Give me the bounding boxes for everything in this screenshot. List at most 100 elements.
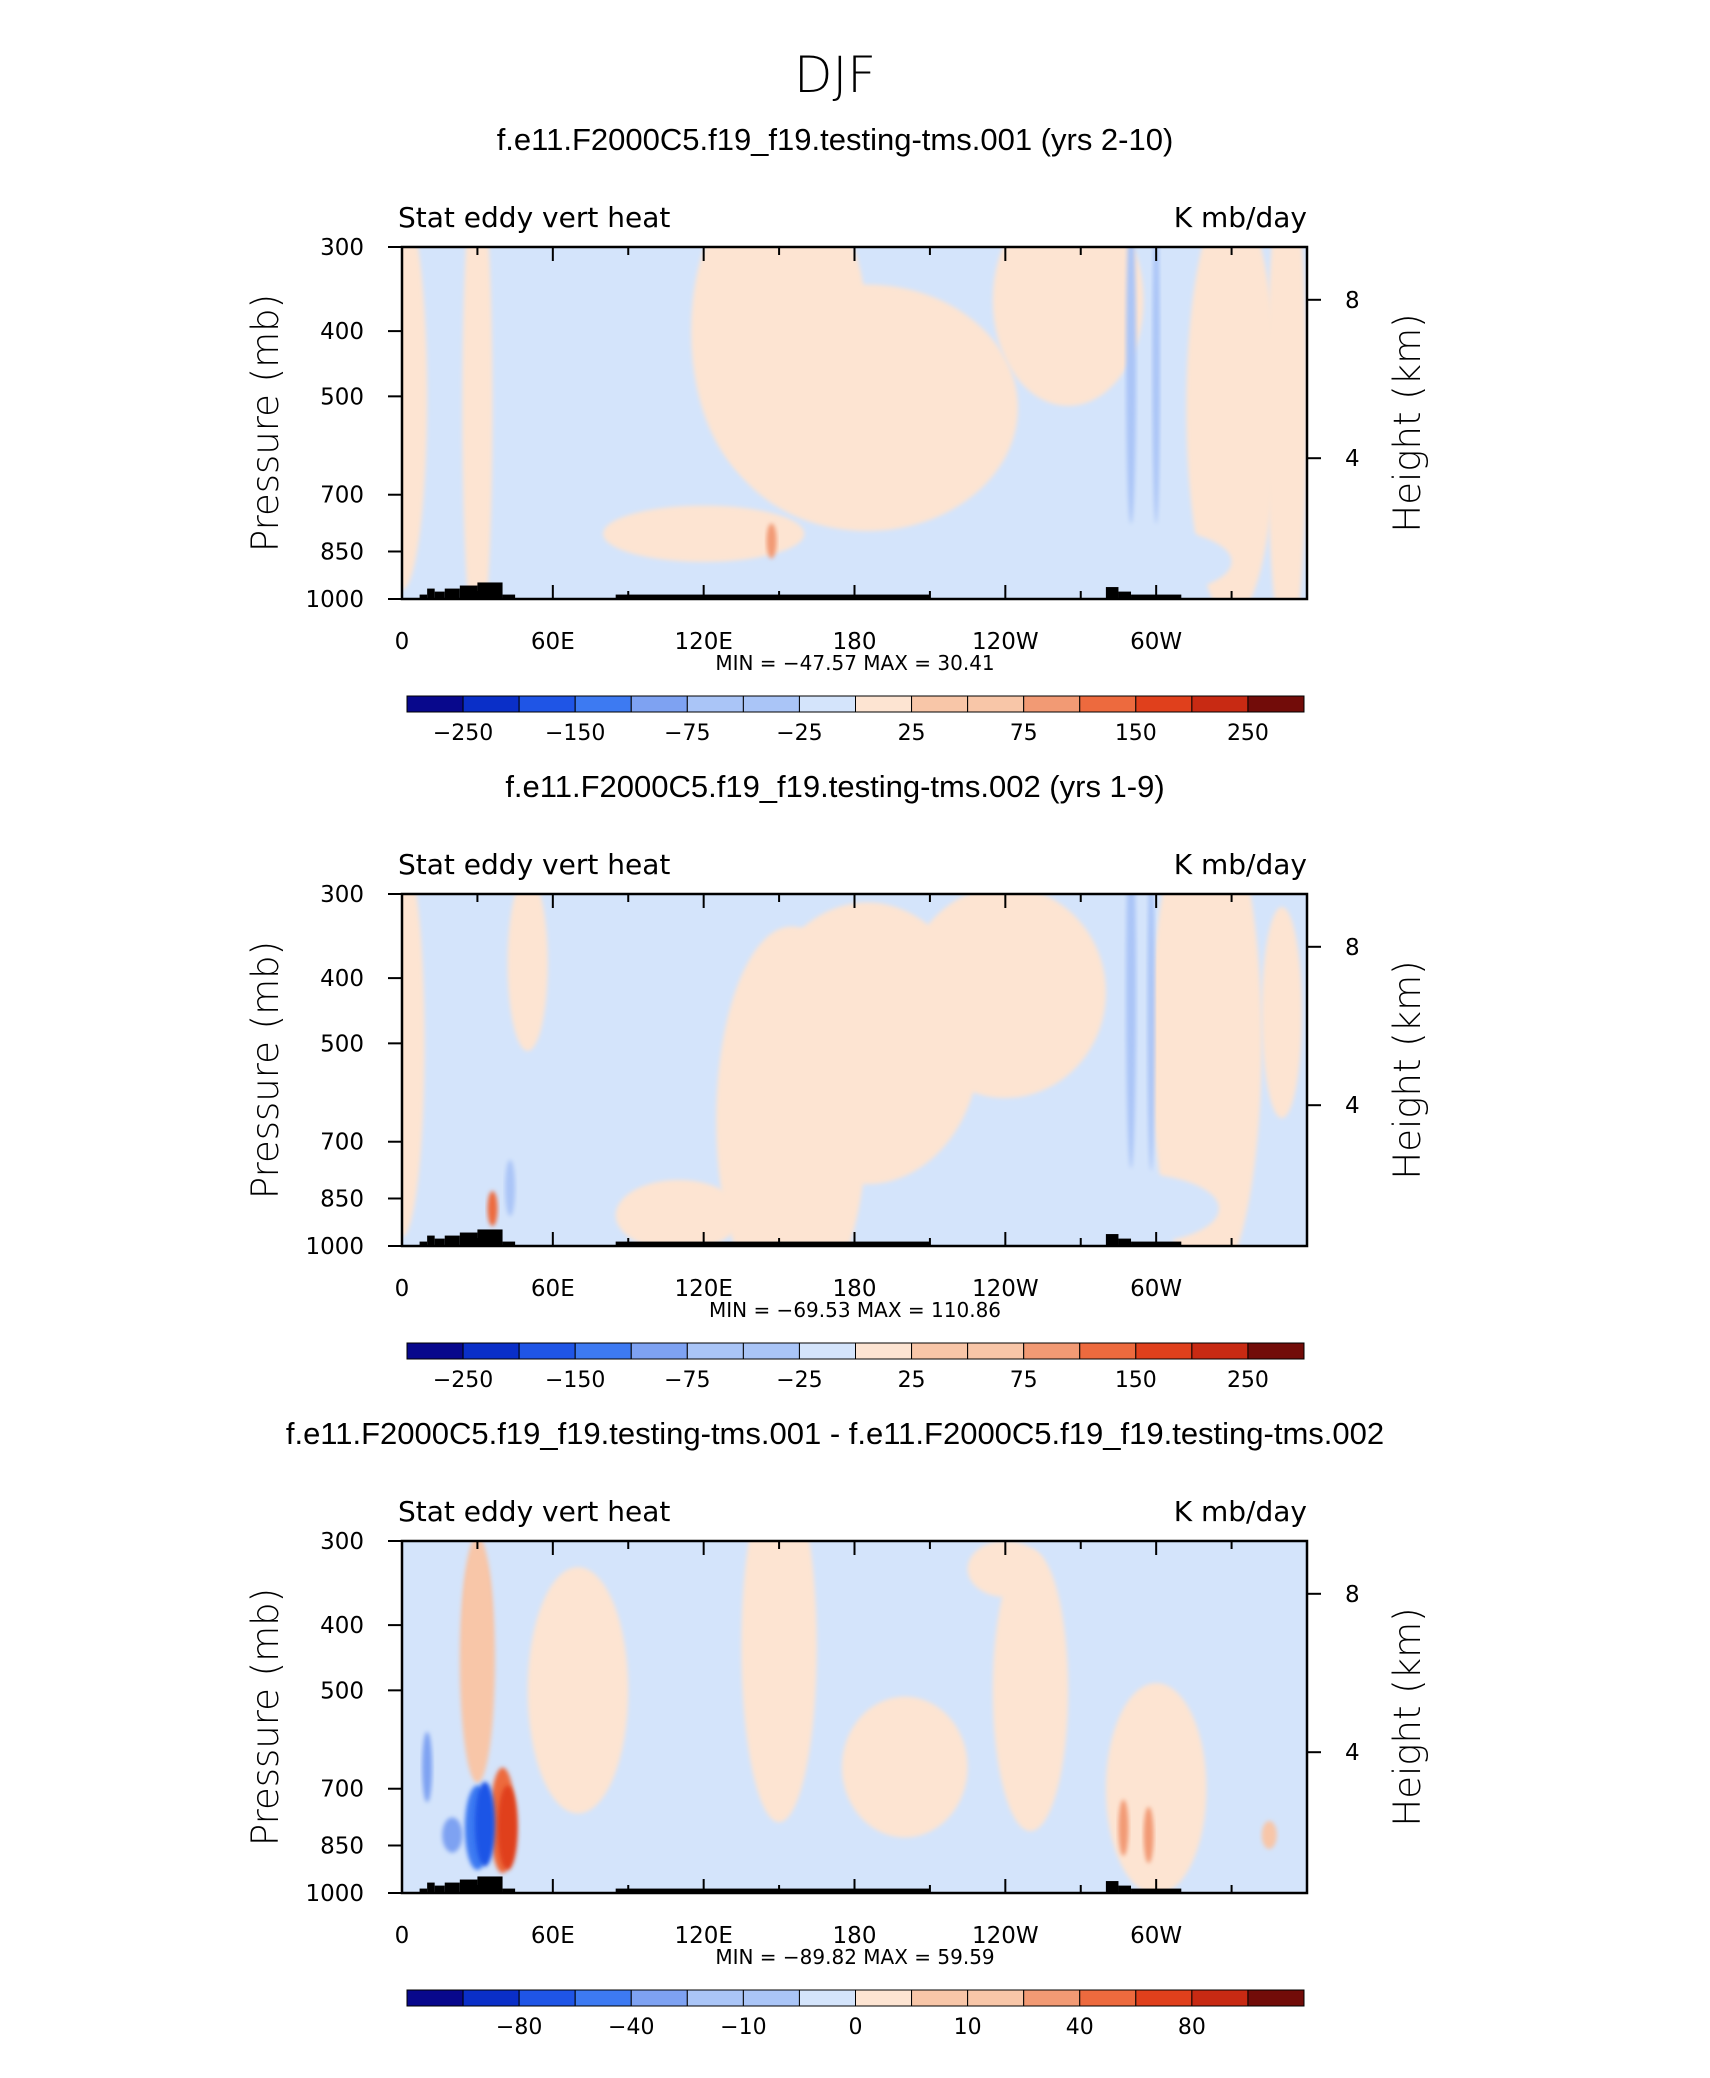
colorbar-label: −40 [608, 2015, 654, 2040]
colorbar-swatch [462, 1342, 520, 1360]
colorbar-swatch [1135, 695, 1193, 713]
colorbar-swatch [1191, 695, 1249, 713]
colorbar-swatch [630, 1342, 688, 1360]
topography [1105, 587, 1119, 599]
contour-region [741, 1541, 817, 1823]
y-tick-label: 300 [320, 882, 364, 908]
topography [1118, 591, 1132, 599]
colorbar-swatch [686, 695, 744, 713]
colorbar-swatch [742, 1342, 800, 1360]
topography [434, 1885, 445, 1893]
y-right-tick-label: 8 [1345, 288, 1360, 314]
colorbar-label: 10 [954, 2015, 982, 2040]
contour-field [402, 1541, 1307, 1893]
x-tick-label: 0 [395, 629, 410, 655]
topography [459, 1232, 478, 1246]
topography [477, 582, 503, 599]
colorbar-swatch [911, 1989, 969, 2007]
topography [615, 1888, 930, 1893]
colorbar-swatch [1023, 695, 1081, 713]
y-tick-label: 700 [320, 1130, 364, 1156]
contour-region [967, 1541, 1044, 1598]
topography [427, 1235, 435, 1246]
x-tick-label: 0 [395, 1923, 410, 1949]
units-label: K mb/day [1174, 848, 1307, 881]
topography [1105, 1881, 1119, 1893]
colorbar-swatch [798, 1989, 856, 2007]
colorbar-label: 250 [1227, 721, 1269, 746]
topography [419, 1241, 428, 1246]
panel-title: f.e11.F2000C5.f19_f19.testing-tms.002 (y… [505, 769, 1164, 804]
colorbar-label: −150 [545, 721, 605, 746]
x-tick-label: 180 [833, 1276, 877, 1302]
colorbar-swatch [855, 1342, 913, 1360]
contour-region [402, 894, 425, 1237]
min-max-label: MIN = −89.82 MAX = 59.59 [715, 1945, 994, 1969]
colorbar-label: 0 [849, 2015, 863, 2040]
contour-region [841, 1696, 968, 1838]
contour-region [1030, 526, 1232, 597]
contour-region [474, 1781, 496, 1867]
x-tick-label: 120W [972, 1923, 1039, 1949]
colorbar-swatch [967, 1989, 1025, 2007]
contour-region [507, 894, 548, 1052]
y-right-axis-title: Height (km) [1386, 1607, 1429, 1826]
panel-title: f.e11.F2000C5.f19_f19.testing-tms.001 - … [286, 1416, 1384, 1451]
topography [419, 594, 428, 599]
y-tick-label: 400 [320, 966, 364, 992]
x-tick-label: 60W [1130, 629, 1182, 655]
contour-region [1105, 1683, 1207, 1893]
y-tick-label: 1000 [305, 1881, 364, 1907]
contour-region [462, 247, 493, 599]
y-right-tick-label: 4 [1345, 446, 1360, 472]
contour-region [766, 523, 777, 559]
colorbar-swatch [518, 1989, 576, 2007]
colorbar-swatch [686, 1989, 744, 2007]
contour-field [402, 894, 1307, 1246]
topography [1105, 1234, 1119, 1246]
y-tick-label: 500 [320, 384, 364, 410]
topography [1118, 1885, 1132, 1893]
topography [502, 1888, 516, 1893]
colorbar-label: 80 [1178, 2015, 1206, 2040]
colorbar-swatch [855, 695, 913, 713]
topography [615, 594, 930, 599]
topography [477, 1229, 503, 1246]
colorbar-swatch [518, 695, 576, 713]
colorbar-swatch [1079, 1342, 1137, 1360]
colorbar-swatch [630, 1989, 688, 2007]
topography [502, 594, 516, 599]
y-right-tick-label: 4 [1345, 1740, 1360, 1766]
panel-1: f.e11.F2000C5.f19_f19.testing-tms.001 (y… [244, 122, 1429, 746]
contour-region [992, 247, 1144, 406]
contour-region [505, 1159, 516, 1217]
y-tick-label: 500 [320, 1031, 364, 1057]
variable-label: Stat eddy vert heat [398, 201, 670, 234]
units-label: K mb/day [1174, 201, 1307, 234]
colorbar-swatch [686, 1342, 744, 1360]
y-tick-label: 300 [320, 235, 364, 261]
y-right-tick-label: 8 [1345, 1582, 1360, 1608]
contour-region [527, 1567, 629, 1814]
colorbar: −250 −150 −75 −25 25 75 150 250 [406, 1342, 1305, 1393]
contour-region [1261, 906, 1302, 1119]
x-tick-label: 120E [674, 1923, 732, 1949]
topography [444, 1882, 460, 1893]
contour-field [402, 247, 1307, 599]
colorbar-label: 25 [898, 1368, 926, 1393]
y-right-tick-label: 4 [1345, 1093, 1360, 1119]
y-tick-label: 400 [320, 1613, 364, 1639]
colorbar-swatch [1247, 1342, 1305, 1360]
colorbar-swatch [462, 695, 520, 713]
contour-region [442, 1817, 463, 1853]
contour-region [1266, 247, 1307, 599]
colorbar-label: −10 [720, 2015, 766, 2040]
y-tick-label: 700 [320, 1777, 364, 1803]
colorbar-swatch [518, 1342, 576, 1360]
topography [427, 588, 435, 599]
colorbar-label: 75 [1010, 1368, 1038, 1393]
x-tick-label: 0 [395, 1276, 410, 1302]
colorbar-swatch [1191, 1989, 1249, 2007]
